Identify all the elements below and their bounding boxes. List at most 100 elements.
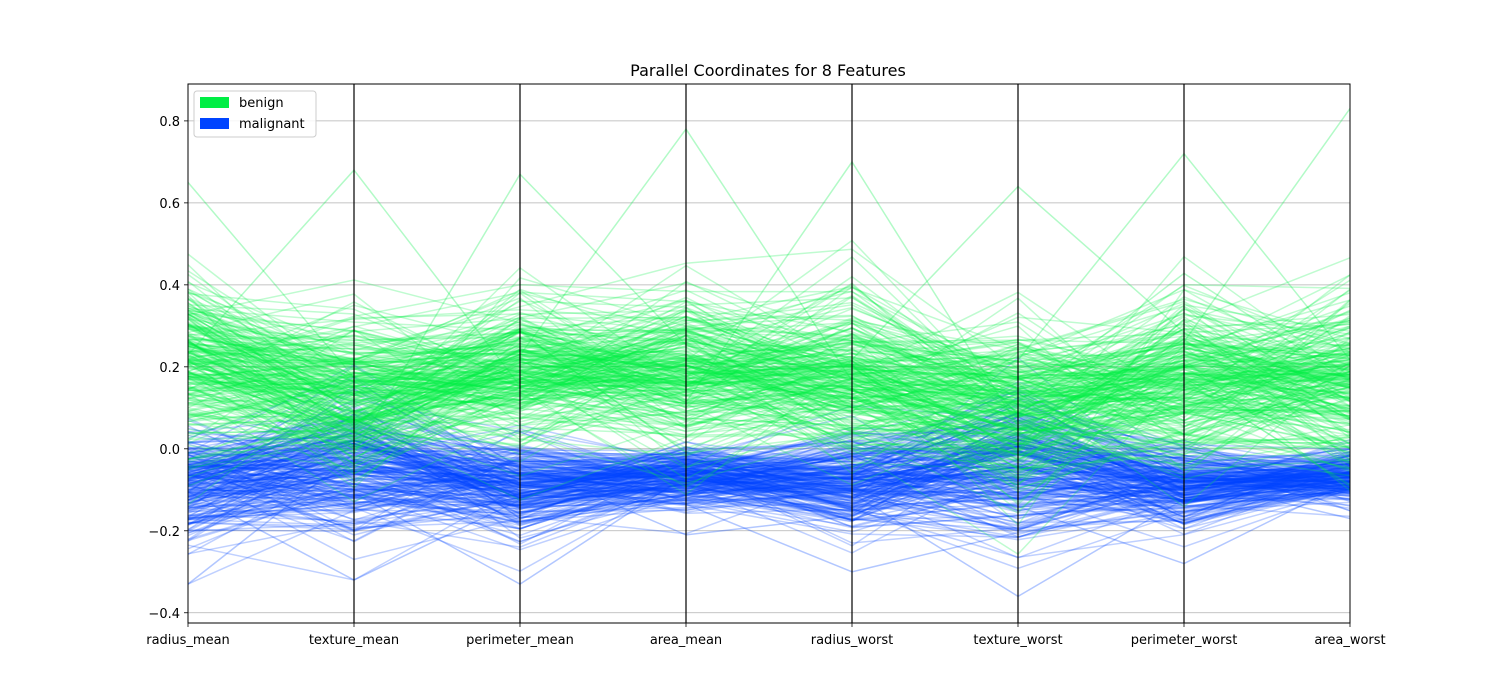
- malignant-sample-line: [187, 403, 1351, 525]
- benign-sample-line: [187, 292, 1351, 405]
- benign-sample-line: [187, 295, 1351, 469]
- malignant-sample-line: [187, 432, 1351, 508]
- malignant-sample-line: [187, 432, 1351, 543]
- malignant-sample-line: [187, 376, 1351, 522]
- benign-sample-line: [187, 329, 1351, 476]
- benign-sample-line: [187, 318, 1351, 467]
- malignant-sample-line: [187, 416, 1351, 525]
- malignant-sample-line: [187, 439, 1351, 506]
- malignant-sample-line: [187, 468, 1351, 521]
- malignant-sample-line: [187, 416, 1351, 551]
- malignant-sample-line: [187, 438, 1351, 496]
- benign-sample-line: [187, 364, 1351, 470]
- benign-extreme-line: [187, 168, 1351, 451]
- malignant-sample-line: [187, 453, 1351, 505]
- malignant-sample-line: [187, 455, 1351, 537]
- benign-extreme-line: [187, 127, 1351, 418]
- malignant-sample-line: [187, 435, 1351, 525]
- malignant-sample-line: [187, 458, 1351, 550]
- benign-sample-line: [187, 327, 1351, 425]
- malignant-sample-line: [187, 453, 1351, 528]
- malignant-sample-line: [187, 440, 1351, 488]
- benign-sample-line: [187, 305, 1351, 486]
- malignant-extreme-line: [187, 431, 1351, 536]
- benign-sample-line: [187, 279, 1351, 410]
- malignant-sample-line: [187, 461, 1351, 501]
- legend-swatch-benign: [200, 97, 229, 108]
- benign-sample-line: [187, 341, 1351, 469]
- malignant-sample-line: [187, 462, 1351, 507]
- malignant-sample-line: [187, 452, 1351, 545]
- benign-sample-line: [187, 294, 1351, 475]
- benign-sample-line: [187, 296, 1351, 389]
- malignant-sample-line: [187, 454, 1351, 521]
- malignant-sample-line: [187, 462, 1351, 536]
- malignant-sample-line: [187, 425, 1351, 510]
- benign-sample-line: [187, 279, 1351, 395]
- malignant-sample-line: [187, 438, 1351, 498]
- benign-sample-line: [187, 351, 1351, 407]
- malignant-sample-line: [187, 419, 1351, 488]
- benign-sample-line: [187, 330, 1351, 449]
- malignant-sample-line: [187, 467, 1351, 530]
- malignant-sample-line: [187, 446, 1351, 512]
- benign-sample-line: [187, 322, 1351, 450]
- benign-sample-line: [187, 323, 1351, 403]
- malignant-sample-line: [187, 456, 1351, 518]
- benign-sample-line: [187, 344, 1351, 438]
- benign-sample-line: [187, 341, 1351, 423]
- malignant-sample-line: [187, 421, 1351, 573]
- malignant-sample-line: [187, 470, 1351, 519]
- benign-sample-line: [187, 362, 1351, 490]
- malignant-sample-line: [187, 459, 1351, 511]
- malignant-sample-line: [187, 388, 1351, 492]
- benign-sample-line: [187, 364, 1351, 493]
- benign-sample-line: [187, 353, 1351, 487]
- malignant-sample-line: [187, 417, 1351, 513]
- benign-sample-line: [187, 332, 1351, 443]
- benign-sample-line: [187, 323, 1351, 450]
- malignant-extreme-line: [187, 446, 1351, 581]
- malignant-sample-line: [187, 446, 1351, 508]
- malignant-sample-line: [187, 421, 1351, 542]
- malignant-sample-line: [187, 462, 1351, 516]
- x-tick-label-texture_mean: texture_mean: [309, 633, 399, 648]
- malignant-sample-line: [187, 437, 1351, 530]
- benign-sample-line: [187, 291, 1351, 398]
- benign-sample-line: [187, 376, 1351, 468]
- malignant-sample-line: [187, 449, 1351, 533]
- benign-sample-line: [187, 312, 1351, 486]
- malignant-sample-line: [187, 462, 1351, 530]
- benign-sample-line: [187, 325, 1351, 409]
- benign-sample-line: [187, 326, 1351, 409]
- malignant-sample-line: [187, 464, 1351, 496]
- benign-sample-line: [187, 352, 1351, 442]
- malignant-sample-line: [187, 435, 1351, 482]
- benign-sample-line: [187, 317, 1351, 461]
- benign-sample-line: [187, 322, 1351, 432]
- benign-sample-line: [187, 319, 1351, 501]
- malignant-sample-line: [187, 462, 1351, 535]
- benign-sample-line: [187, 308, 1351, 453]
- malignant-sample-line: [187, 459, 1351, 531]
- malignant-sample-line: [187, 411, 1351, 485]
- benign-sample-line: [187, 315, 1351, 428]
- benign-sample-line: [187, 362, 1351, 466]
- lines-layer: [187, 108, 1351, 598]
- malignant-sample-line: [187, 439, 1351, 505]
- malignant-sample-line: [187, 418, 1351, 507]
- malignant-sample-line: [187, 473, 1351, 530]
- malignant-sample-line: [187, 464, 1351, 570]
- benign-sample-line: [187, 302, 1351, 445]
- malignant-sample-line: [187, 414, 1351, 499]
- malignant-sample-line: [187, 375, 1351, 478]
- benign-sample-line: [187, 334, 1351, 447]
- malignant-sample-line: [187, 426, 1351, 483]
- benign-sample-line: [187, 328, 1351, 448]
- malignant-sample-line: [187, 442, 1351, 501]
- benign-sample-line: [187, 319, 1351, 481]
- benign-sample-line: [187, 345, 1351, 451]
- benign-extreme-line: [187, 152, 1351, 423]
- benign-sample-line: [187, 327, 1351, 441]
- malignant-sample-line: [187, 402, 1351, 530]
